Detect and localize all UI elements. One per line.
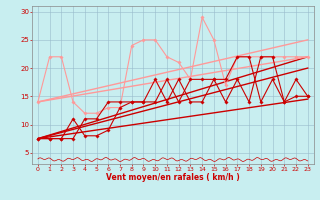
X-axis label: Vent moyen/en rafales ( km/h ): Vent moyen/en rafales ( km/h ) — [106, 173, 240, 182]
